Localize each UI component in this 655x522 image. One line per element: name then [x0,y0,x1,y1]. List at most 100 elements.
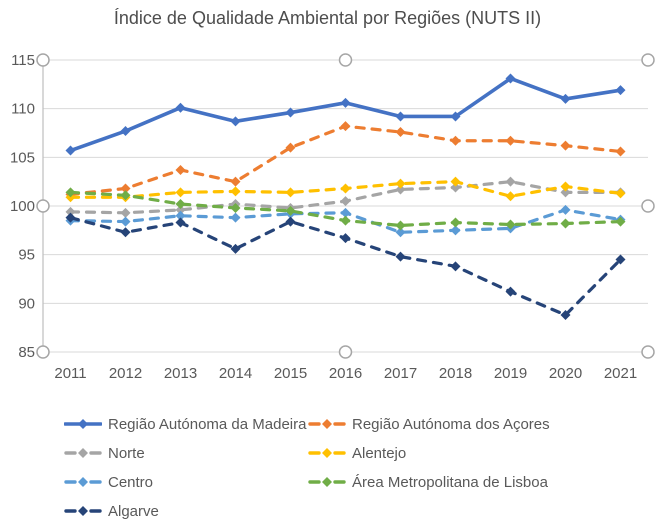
data-point-marker [340,215,351,226]
selection-handle[interactable] [641,53,655,67]
data-point-marker [175,217,186,228]
selection-handle[interactable] [36,199,50,213]
legend-line-marker-icon [64,477,102,487]
selection-handle[interactable] [36,345,50,359]
data-point-marker [65,145,76,156]
data-point-marker [340,207,351,218]
legend-line-marker-icon [308,419,346,429]
data-point-marker [450,176,461,187]
series-algarve[interactable] [65,212,626,321]
legend-item[interactable]: Região Autónoma da Madeira [64,410,308,438]
y-tick-label: 95 [18,247,35,264]
data-point-marker [450,261,461,272]
data-point-marker [560,93,571,104]
data-point-marker [175,164,186,175]
data-point-marker [120,190,131,201]
legend-item[interactable]: Norte [64,439,308,467]
legend-line-marker-icon [64,448,102,458]
data-point-marker [120,183,131,194]
data-point-marker [120,207,131,218]
x-tick-label: 2021 [604,365,637,382]
data-point-marker [395,251,406,262]
x-tick-label: 2014 [219,365,252,382]
series-regi-o-aut-noma-dos-a-ores[interactable] [65,121,626,200]
series-regi-o-aut-noma-da-madeira[interactable] [65,73,626,156]
data-point-marker [395,184,406,195]
data-point-marker [560,140,571,151]
selection-handle[interactable] [338,345,353,359]
data-point-marker [450,111,461,122]
data-point-marker [340,196,351,207]
data-point-marker [450,225,461,236]
legend-line-marker-icon [308,477,346,487]
data-point-marker [230,202,241,213]
data-point-marker [505,135,516,146]
chart-title[interactable]: Índice de Qualidade Ambiental por Regiõe… [113,8,542,28]
data-point-marker [340,97,351,108]
x-tick-label: 2015 [274,365,307,382]
legend-item[interactable]: Área Metropolitana de Lisboa [308,468,644,496]
data-point-marker [340,121,351,132]
data-point-marker [230,176,241,187]
data-point-marker [450,217,461,228]
data-point-marker [560,310,571,321]
data-point-marker [285,142,296,153]
x-tick-label: 2016 [329,365,362,382]
x-tick-label: 2020 [549,365,582,382]
y-tick-label: 85 [18,344,35,361]
data-point-marker [560,181,571,192]
data-point-marker [615,254,626,265]
x-tick-label: 2019 [494,365,527,382]
data-point-marker [120,227,131,238]
data-point-marker [615,146,626,157]
data-point-marker [395,111,406,122]
data-point-marker [395,227,406,238]
y-tick-label: 105 [10,149,35,166]
data-point-marker [285,107,296,118]
data-point-marker [615,188,626,199]
selection-handle[interactable] [36,53,50,67]
selection-handle[interactable] [641,345,655,359]
selection-handle[interactable] [338,53,353,67]
x-tick-label: 2011 [54,365,86,382]
series-centro[interactable] [65,204,626,238]
y-tick-label: 110 [11,101,35,118]
legend-item[interactable]: Centro [64,468,308,496]
legend-label: Região Autónoma da Madeira [108,415,307,433]
data-point-marker [505,286,516,297]
data-point-marker [230,243,241,254]
x-tick-label: 2017 [384,365,417,382]
legend-item[interactable]: Algarve [64,497,308,522]
legend-item[interactable]: Alentejo [308,439,644,467]
series--rea-metropolitana-de-lisboa[interactable] [65,187,626,231]
x-tick-label: 2018 [439,365,472,382]
data-point-marker [65,212,76,223]
data-point-marker [560,187,571,198]
data-point-marker [450,182,461,193]
y-tick-label: 115 [11,52,35,69]
legend-label: Algarve [108,502,159,520]
legend[interactable]: Região Autónoma da Madeira Região Autónom… [64,410,644,522]
data-point-marker [175,199,186,210]
legend-label: Alentejo [352,444,407,462]
y-tick-label: 90 [18,295,35,312]
data-point-marker [230,212,241,223]
data-point-marker [395,178,406,189]
selection-handle[interactable] [641,199,655,213]
series-alentejo[interactable] [65,176,626,203]
data-point-marker [615,216,626,227]
data-point-marker [505,176,516,187]
data-point-marker [120,216,131,227]
legend-item[interactable]: Região Autónoma dos Açores [308,410,644,438]
x-tick-label: 2013 [164,365,197,382]
data-point-marker [65,206,76,217]
plot-area[interactable]: 85 90 95 100 105 110 115 2011 2012 2013 2014 2015 20… [0,0,655,400]
legend-label: Região Autónoma dos Açores [352,415,550,433]
data-point-marker [340,183,351,194]
legend-line-marker-icon [308,448,346,458]
data-point-marker [175,210,186,221]
data-point-marker [175,102,186,113]
data-point-marker [505,73,516,84]
data-point-marker [175,187,186,198]
